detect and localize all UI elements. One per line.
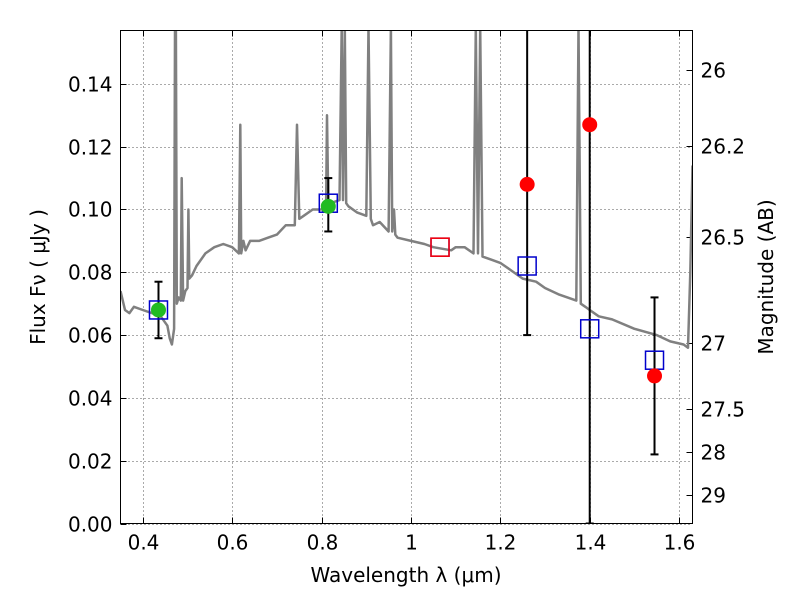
right-axis-title: Magnitude (AB) bbox=[754, 199, 778, 354]
right-tick-label: 26.5 bbox=[701, 226, 746, 250]
plot-content bbox=[120, 30, 693, 524]
y-tick-label: 0.12 bbox=[68, 136, 113, 160]
x-tick-label: 1 bbox=[405, 531, 418, 555]
right-tick-label: 27 bbox=[701, 332, 726, 356]
y-axis-title: Flux Fν ( μJy ) bbox=[26, 209, 50, 345]
right-tick-label: 27.5 bbox=[701, 398, 746, 422]
filled-circle-marker bbox=[320, 198, 336, 214]
right-tick-label: 26 bbox=[701, 59, 726, 83]
y-tick-label: 0.02 bbox=[68, 450, 113, 474]
plot-frame bbox=[120, 30, 693, 524]
right-tick-label: 29 bbox=[701, 484, 726, 508]
plot-border bbox=[120, 30, 693, 524]
y-tick-label: 0.10 bbox=[68, 198, 113, 222]
filled-circle-marker bbox=[150, 302, 166, 318]
x-tick-label: 0.6 bbox=[217, 531, 249, 555]
y-tick-label: 0.14 bbox=[68, 73, 113, 97]
y-tick-label: 0.06 bbox=[68, 324, 113, 348]
filled-circle-marker bbox=[647, 368, 663, 384]
x-tick-label: 1.2 bbox=[485, 531, 517, 555]
filled-circle-marker bbox=[582, 117, 598, 133]
y-tick-label: 0.08 bbox=[68, 261, 113, 285]
open-square-marker bbox=[430, 237, 450, 257]
open-square-marker bbox=[148, 300, 169, 320]
open-square-marker bbox=[579, 319, 600, 339]
filled-circle-marker bbox=[519, 176, 535, 192]
x-tick-label: 0.4 bbox=[128, 531, 160, 555]
tick-labels: 0.4 0.6 0.8 1 1.2 1.4 1.6 0.00 0.02 0.04 0.06 0.08 0… bbox=[68, 59, 745, 555]
right-tick-label: 28 bbox=[701, 441, 726, 465]
x-axis-title: Wavelength λ (μm) bbox=[310, 563, 501, 587]
data-points bbox=[148, 117, 665, 384]
open-square-marker bbox=[517, 256, 537, 276]
x-tick-label: 1.4 bbox=[575, 531, 607, 555]
sed-model-line bbox=[120, 30, 693, 349]
x-tick-label: 1.6 bbox=[664, 531, 696, 555]
y-tick-label: 0.00 bbox=[68, 513, 113, 537]
right-tick-label: 26.2 bbox=[701, 135, 746, 159]
x-tick-label: 0.8 bbox=[307, 531, 339, 555]
grid bbox=[120, 30, 693, 525]
y-tick-label: 0.04 bbox=[68, 387, 113, 411]
